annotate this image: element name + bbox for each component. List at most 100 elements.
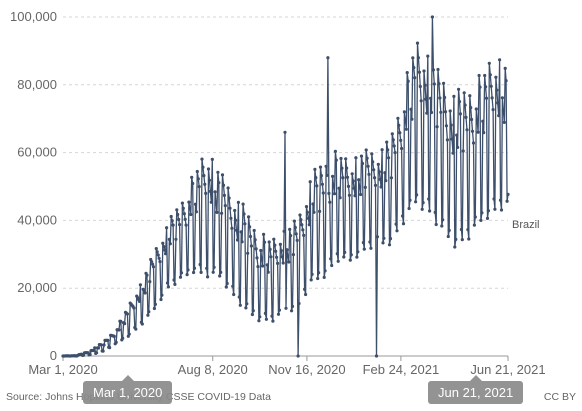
data-point — [176, 212, 180, 217]
data-point — [242, 212, 246, 216]
data-point — [320, 182, 324, 186]
data-point — [225, 281, 229, 286]
data-point — [251, 309, 255, 313]
data-point — [301, 228, 305, 232]
range-start-handle[interactable]: Mar 1, 2020 — [83, 375, 173, 404]
data-point — [252, 228, 256, 233]
data-point — [190, 175, 194, 179]
data-point — [161, 241, 165, 245]
data-point — [499, 208, 504, 212]
data-point — [275, 255, 279, 259]
data-point — [101, 349, 105, 353]
data-point — [412, 66, 416, 70]
data-point — [337, 186, 341, 190]
data-point — [362, 247, 366, 251]
data-point — [293, 225, 297, 230]
data-point — [366, 164, 370, 168]
data-point — [156, 253, 160, 257]
data-point — [438, 96, 442, 100]
data-point — [326, 56, 330, 60]
data-point — [194, 210, 198, 214]
data-point — [449, 123, 453, 127]
data-point — [494, 75, 498, 79]
data-point — [96, 346, 101, 350]
data-point — [470, 129, 475, 133]
data-point — [382, 236, 386, 240]
data-point — [467, 237, 471, 241]
data-point — [316, 276, 320, 281]
data-point — [321, 191, 325, 195]
y-tick-label: 0 — [50, 348, 57, 363]
data-point — [179, 271, 184, 275]
data-point — [457, 100, 462, 104]
data-point — [158, 260, 162, 264]
data-point — [445, 138, 449, 142]
data-point — [498, 58, 502, 62]
data-point — [415, 193, 419, 197]
data-point — [279, 249, 283, 253]
data-point — [420, 207, 424, 211]
data-point — [474, 107, 478, 111]
data-point — [425, 111, 429, 115]
data-point — [227, 196, 231, 200]
data-point — [330, 263, 334, 268]
data-point — [259, 248, 263, 253]
data-point — [150, 260, 154, 264]
data-point — [165, 226, 169, 230]
data-point — [345, 175, 350, 179]
data-point — [182, 212, 186, 216]
data-point — [343, 250, 347, 254]
data-point — [106, 338, 110, 342]
data-point — [174, 237, 178, 241]
data-point — [95, 351, 99, 355]
data-point — [481, 119, 485, 123]
data-point — [200, 157, 204, 161]
data-point — [453, 245, 457, 249]
data-point — [147, 310, 151, 314]
data-point — [433, 210, 437, 214]
data-point — [303, 287, 307, 291]
data-point — [229, 216, 233, 220]
data-point — [262, 232, 266, 236]
data-point — [218, 274, 222, 278]
data-point — [208, 189, 212, 193]
data-point — [152, 306, 156, 311]
data-point — [164, 252, 168, 256]
data-point — [455, 133, 459, 137]
data-point — [500, 96, 504, 100]
data-point — [415, 41, 420, 45]
data-point — [418, 84, 422, 89]
data-point — [181, 206, 185, 210]
data-point — [143, 291, 147, 295]
data-point — [408, 198, 412, 202]
data-point — [434, 222, 438, 227]
data-point — [261, 264, 265, 268]
data-point — [484, 96, 489, 100]
data-point — [403, 118, 407, 122]
data-point — [328, 200, 332, 204]
data-point — [243, 222, 247, 226]
data-point — [407, 206, 411, 211]
data-point — [427, 197, 431, 201]
data-point — [359, 154, 364, 158]
data-point — [406, 79, 410, 83]
data-point — [349, 253, 353, 257]
data-point — [180, 201, 184, 205]
data-point — [281, 261, 285, 265]
data-point — [394, 222, 398, 226]
range-end-handle[interactable]: Jun 21, 2021 — [428, 375, 524, 404]
data-point — [173, 282, 177, 286]
data-point — [470, 117, 474, 122]
data-point — [189, 212, 193, 217]
license-link[interactable]: CC BY — [543, 391, 576, 403]
data-point — [435, 125, 439, 129]
y-tick-label: 60,000 — [17, 145, 57, 160]
x-tick-label: Feb 24, 2021 — [363, 362, 440, 377]
data-point — [463, 103, 467, 107]
data-point — [246, 251, 250, 255]
data-point — [206, 167, 211, 171]
data-point — [153, 302, 157, 306]
data-point — [228, 206, 232, 210]
data-point — [348, 258, 352, 262]
data-point — [390, 132, 394, 136]
